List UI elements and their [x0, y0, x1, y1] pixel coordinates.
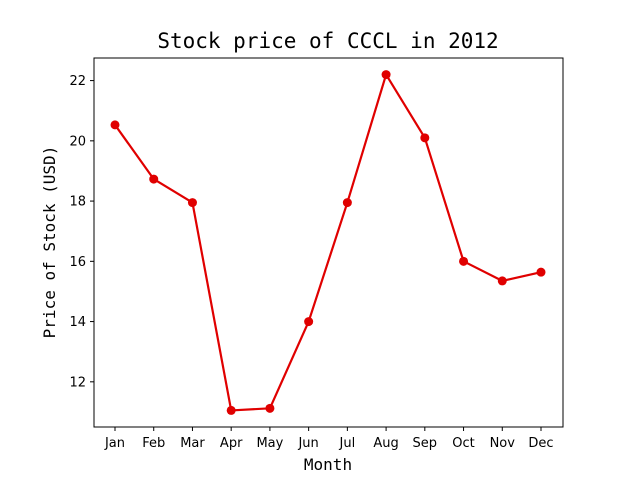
y-tick-label-18: 18 — [69, 195, 86, 210]
data-point-jul — [342, 198, 352, 208]
data-point-may — [265, 403, 275, 413]
series-layer — [110, 70, 546, 415]
data-point-apr — [226, 405, 236, 415]
x-tick-label-dec: Dec — [528, 436, 553, 451]
data-point-dec — [536, 267, 546, 277]
x-axis-label: Month — [304, 455, 352, 474]
data-point-nov — [497, 276, 507, 286]
x-axis-ticks: Jan Feb Mar Apr May Jun Jul Aug Sep Oct Nov Dec — [104, 427, 554, 451]
x-tick-label-jul: Jul — [339, 436, 356, 451]
data-point-oct — [459, 256, 469, 266]
x-tick-label-jun: Jun — [297, 436, 318, 451]
y-tick-label-22: 22 — [69, 74, 86, 89]
data-point-jun — [304, 317, 314, 327]
plot-frame — [93, 57, 564, 428]
y-tick-label-12: 12 — [69, 375, 86, 390]
y-tick-label-16: 16 — [69, 255, 86, 270]
y-axis-label: Price of Stock (USD) — [40, 146, 59, 339]
x-tick-label-oct: Oct — [452, 436, 474, 451]
x-tick-label-nov: Nov — [490, 436, 516, 451]
x-tick-label-apr: Apr — [220, 436, 243, 451]
x-tick-label-mar: Mar — [180, 436, 205, 451]
x-tick-label-feb: Feb — [142, 436, 165, 451]
y-tick-label-20: 20 — [69, 134, 86, 149]
data-point-jan — [110, 120, 120, 130]
data-point-sep — [420, 133, 430, 143]
x-tick-label-jan: Jan — [104, 436, 125, 451]
data-point-feb — [149, 174, 159, 184]
y-tick-label-14: 14 — [69, 315, 86, 330]
data-point-aug — [381, 70, 391, 80]
x-tick-label-aug: Aug — [373, 436, 398, 451]
y-axis-ticks: 12 14 16 18 20 22 — [69, 74, 94, 390]
chart-title: Stock price of CCCL in 2012 — [157, 29, 498, 53]
x-tick-label-may: May — [256, 436, 283, 451]
x-tick-label-sep: Sep — [413, 436, 438, 451]
series-line-0 — [113, 73, 543, 412]
data-point-mar — [187, 198, 197, 208]
